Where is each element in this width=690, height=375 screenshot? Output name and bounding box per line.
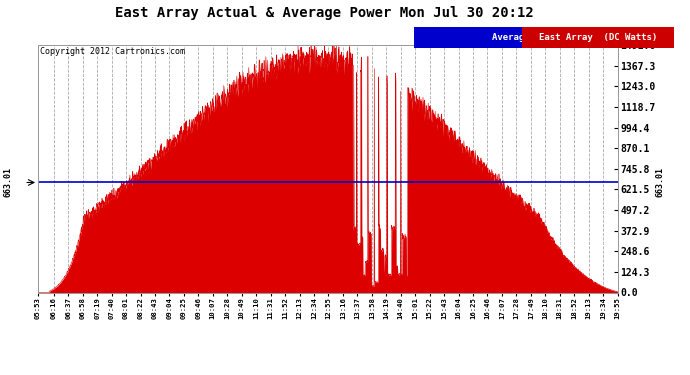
Text: East Array Actual & Average Power Mon Jul 30 20:12: East Array Actual & Average Power Mon Ju… [115, 6, 533, 20]
Text: Average  (DC Watts): Average (DC Watts) [492, 33, 595, 42]
Text: Copyright 2012 Cartronics.com: Copyright 2012 Cartronics.com [40, 47, 185, 56]
Text: 663.01: 663.01 [656, 168, 665, 198]
Text: 663.01: 663.01 [3, 168, 13, 198]
Text: East Array  (DC Watts): East Array (DC Watts) [539, 33, 658, 42]
